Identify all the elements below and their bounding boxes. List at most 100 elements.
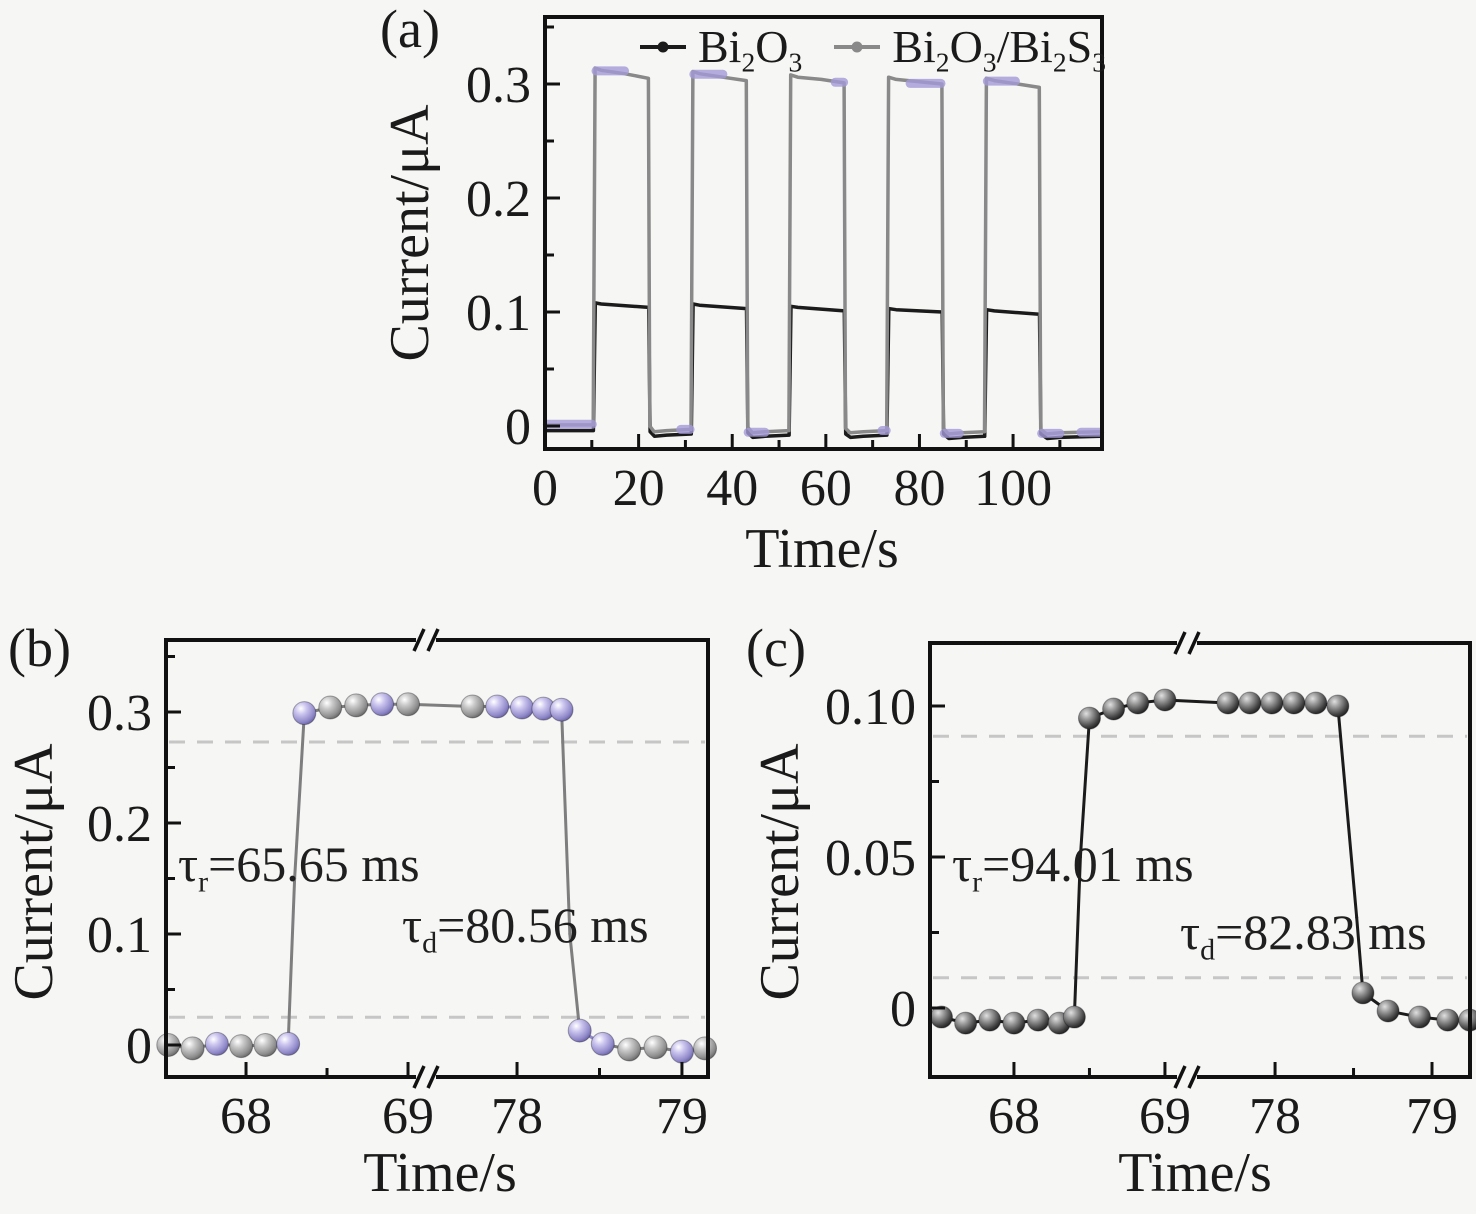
y-tick-label: 0.10 xyxy=(825,679,916,736)
data-point-sphere xyxy=(292,701,317,726)
data-point-sphere xyxy=(509,695,534,720)
panel-a-letter: (a) xyxy=(380,0,440,59)
data-point-sphere xyxy=(590,1031,615,1056)
x-tick-label: 68 xyxy=(220,1088,272,1145)
axes xyxy=(543,15,1104,451)
data-point-sphere xyxy=(229,1034,254,1059)
data-point-sphere xyxy=(1376,999,1400,1023)
series-line-bi2o3-bi2s3 xyxy=(545,66,1101,436)
panel-b: 68 69 78 79 0 0.1 0.2 0.3 (b) Current/μA Time/s… xyxy=(0,615,740,1214)
data-point-sphere xyxy=(1407,1005,1431,1029)
data-point-sphere xyxy=(204,1031,229,1056)
y-tick-label: 0.3 xyxy=(87,685,152,742)
plot-border xyxy=(543,15,1104,451)
data-point-sphere xyxy=(1153,688,1177,712)
data-point-sphere xyxy=(1458,1008,1476,1032)
data-point-sphere xyxy=(485,694,510,719)
legend-label-bi2o3: Bi2O3 xyxy=(698,21,803,78)
data-point-sphere xyxy=(180,1036,205,1061)
tick-labels: 68 69 78 79 0 0.05 0.10 xyxy=(825,679,1458,1145)
data-point-sphere xyxy=(1351,981,1375,1005)
guide-lines xyxy=(933,734,1467,980)
legend-label-bi2o3-bi2s3: Bi2O3/Bi2S3 xyxy=(892,21,1107,78)
data-point-sphere xyxy=(1126,691,1150,715)
data-point-sphere xyxy=(1326,694,1350,718)
data-point-sphere xyxy=(318,695,343,720)
axis-break-marks xyxy=(1173,631,1201,1089)
plot-border xyxy=(164,638,710,1079)
x-tick-label: 60 xyxy=(800,460,852,517)
axes xyxy=(928,641,1472,1079)
data-point-sphere xyxy=(1238,691,1262,715)
data-point-sphere xyxy=(1436,1008,1460,1032)
y-tick-label: 0.1 xyxy=(87,907,152,964)
data-point-sphere xyxy=(643,1035,668,1060)
legend-item-bi2o3-bi2s3: Bi2O3/Bi2S3 xyxy=(832,20,1107,78)
data-point-sphere xyxy=(276,1031,301,1056)
panel-b-x-axis-label: Time/s xyxy=(363,1142,517,1204)
series-markers-bi2o3-zoom xyxy=(929,688,1476,1035)
line-dot-marker-icon xyxy=(832,38,882,56)
data-point-sphere xyxy=(1216,691,1240,715)
x-tick-label: 80 xyxy=(893,460,945,517)
y-tick-label: 0 xyxy=(126,1018,152,1075)
panel-c: 68 69 78 79 0 0.05 0.10 (c) Current/μA Time/s … xyxy=(740,615,1476,1214)
x-tick-label: 79 xyxy=(656,1088,708,1145)
line-dot-marker-icon xyxy=(638,38,688,56)
axis-break-marks xyxy=(412,628,440,1089)
tick-labels: 68 69 78 79 0 0.1 0.2 0.3 xyxy=(87,685,708,1145)
data-point-sphere xyxy=(669,1039,694,1064)
panel-b-y-axis-label: Current/μA xyxy=(3,743,65,1001)
data-point-sphere xyxy=(567,1018,592,1043)
panel-b-rise-time-annotation: τr=65.65 ms xyxy=(178,836,420,899)
data-point-sphere xyxy=(1026,1008,1050,1032)
data-point-sphere xyxy=(370,692,395,717)
x-tick-label: 69 xyxy=(382,1088,434,1145)
tick-marks xyxy=(543,25,1062,449)
x-tick-label: 40 xyxy=(706,460,758,517)
y-tick-label: 0.3 xyxy=(466,57,531,114)
panel-b-letter: (b) xyxy=(8,618,71,678)
axes xyxy=(164,638,710,1079)
data-point-sphere xyxy=(460,694,485,719)
data-point-sphere xyxy=(1282,691,1306,715)
panel-c-x-axis-label: Time/s xyxy=(1118,1142,1272,1204)
y-tick-label: 0 xyxy=(505,399,531,456)
data-point-sphere xyxy=(1002,1011,1026,1035)
legend: Bi2O3 Bi2O3/Bi2S3 xyxy=(638,20,1107,78)
panel-a: 0 20 40 60 80 100 0 0.1 0.2 0.3 (a) Current/μA Ti… xyxy=(370,0,1110,614)
tick-marks xyxy=(166,655,684,1077)
data-point-sphere xyxy=(1304,691,1328,715)
series-line-bi2o3 xyxy=(545,301,1101,441)
panel-a-y-axis-label: Current/μA xyxy=(379,104,441,362)
panel-a-plot: 0 20 40 60 80 100 0 0.1 0.2 0.3 xyxy=(466,15,1105,517)
x-tick-label: 68 xyxy=(988,1088,1040,1145)
x-tick-label: 20 xyxy=(613,460,665,517)
panel-c-rise-time-annotation: τr=94.01 ms xyxy=(952,836,1194,899)
series-markers-bi2o3-bi2s3-zoom xyxy=(156,692,718,1064)
y-tick-label: 0.2 xyxy=(87,796,152,853)
panel-c-decay-time-annotation: τd=82.83 ms xyxy=(1180,904,1427,967)
panel-c-plot: 68 69 78 79 0 0.05 0.10 xyxy=(825,631,1476,1145)
data-point-sphere xyxy=(693,1036,718,1061)
y-tick-label: 0.2 xyxy=(466,171,531,228)
data-point-sphere xyxy=(617,1037,642,1062)
data-point-sphere xyxy=(549,697,574,722)
panel-c-letter: (c) xyxy=(746,618,806,678)
tick-marks xyxy=(930,704,1434,1077)
plot-border xyxy=(928,641,1472,1079)
x-tick-label: 78 xyxy=(491,1088,543,1145)
x-tick-label: 69 xyxy=(1139,1088,1191,1145)
data-point-sphere xyxy=(1077,706,1101,730)
series-bi2o3 xyxy=(545,301,1101,441)
guide-lines xyxy=(169,740,705,1019)
legend-item-bi2o3: Bi2O3 xyxy=(638,20,803,78)
data-point-sphere xyxy=(978,1008,1002,1032)
y-tick-label: 0.1 xyxy=(466,285,531,342)
x-tick-label: 100 xyxy=(974,460,1052,517)
x-tick-label: 0 xyxy=(532,460,558,517)
x-tick-label: 78 xyxy=(1249,1088,1301,1145)
panel-b-plot: 68 69 78 79 0 0.1 0.2 0.3 xyxy=(87,628,718,1145)
data-point-sphere xyxy=(954,1011,978,1035)
